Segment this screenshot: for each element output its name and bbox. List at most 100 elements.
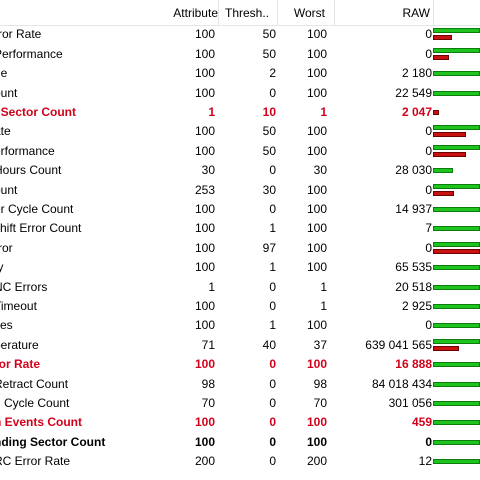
attribute-name: Performance <box>0 46 63 61</box>
table-row[interactable]: erformance 100 50 100 0 <box>0 142 480 161</box>
table-row[interactable]: ror Rate 100 0 100 16 888 <box>0 355 480 374</box>
column-header-raw[interactable]: RAW <box>402 6 430 20</box>
column-divider[interactable] <box>277 0 278 25</box>
table-row[interactable]: ty 100 1 100 65 535 <box>0 258 480 277</box>
worst-value: 37 <box>313 337 327 352</box>
health-bars <box>433 433 480 452</box>
attribute-value: 100 <box>194 143 215 158</box>
health-bar-green <box>433 71 480 77</box>
table-row[interactable]: Timeout 100 0 1 2 925 <box>0 297 480 316</box>
health-bar-green <box>433 168 453 174</box>
worst-value: 70 <box>313 395 327 410</box>
attribute-name: er Cycle Count <box>0 201 74 216</box>
table-row[interactable]: Hours Count 30 0 30 28 030 <box>0 161 480 180</box>
threshold-value: 1 <box>269 260 276 275</box>
attribute-name: ites <box>0 318 13 333</box>
table-row[interactable]: er Cycle Count 100 0 100 14 937 <box>0 200 480 219</box>
table-row[interactable]: perature 71 40 37 639 041 565 <box>0 336 480 355</box>
health-bar-green <box>433 144 480 150</box>
table-row[interactable]: shift Error Count 100 1 100 7 <box>0 219 480 238</box>
worst-value: 100 <box>306 143 327 158</box>
health-bars <box>433 336 480 355</box>
health-bar-green <box>433 323 480 329</box>
health-bar-green <box>433 226 480 232</box>
raw-value: 639 041 565 <box>365 337 432 352</box>
column-divider[interactable] <box>433 0 434 25</box>
health-bars <box>433 219 480 238</box>
health-bars <box>433 258 480 277</box>
table-row[interactable]: NC Errors 1 0 1 20 518 <box>0 278 480 297</box>
table-row[interactable]: ne 100 2 100 2 180 <box>0 64 480 83</box>
worst-value: 100 <box>306 357 327 372</box>
health-bars <box>433 452 480 471</box>
threshold-value: 50 <box>262 27 276 42</box>
table-row[interactable]: l Sector Count 1 10 1 2 047 <box>0 103 480 122</box>
table-row[interactable]: ites 100 1 100 0 <box>0 316 480 335</box>
attribute-name: Hours Count <box>0 163 62 178</box>
threshold-value: 0 <box>269 434 276 449</box>
health-bar-red <box>433 132 466 138</box>
threshold-value: 0 <box>269 85 276 100</box>
worst-value: 100 <box>306 434 327 449</box>
raw-value: 0 <box>425 27 432 42</box>
column-header-attribute[interactable]: Attribute <box>173 6 218 20</box>
health-bars <box>433 375 480 394</box>
health-bar-green <box>433 459 480 465</box>
health-bar-green <box>433 381 480 387</box>
table-row[interactable]: rror Rate 100 50 100 0 <box>0 25 480 44</box>
attribute-value: 100 <box>194 357 215 372</box>
column-divider[interactable] <box>218 0 219 25</box>
table-row[interactable]: Retract Count 98 0 98 84 018 434 <box>0 375 480 394</box>
attribute-name: ount <box>0 182 18 197</box>
attribute-name: shift Error Count <box>0 221 82 236</box>
table-row[interactable]: Performance 100 50 100 0 <box>0 45 480 64</box>
attribute-name: ount <box>0 85 18 100</box>
worst-value: 200 <box>306 454 327 469</box>
health-bar-green <box>433 303 480 309</box>
raw-value: 0 <box>425 46 432 61</box>
attribute-value: 100 <box>194 201 215 216</box>
table-row[interactable]: d Cycle Count 70 0 70 301 056 <box>0 394 480 413</box>
worst-value: 30 <box>313 163 327 178</box>
table-row[interactable]: ate 100 50 100 0 <box>0 122 480 141</box>
table-row[interactable]: nding Sector Count 100 0 100 0 <box>0 433 480 452</box>
health-bar-green <box>433 265 480 271</box>
raw-value: 28 030 <box>395 163 432 178</box>
threshold-value: 40 <box>262 337 276 352</box>
worst-value: 100 <box>306 27 327 42</box>
table-row[interactable]: n Events Count 100 0 100 459 <box>0 413 480 432</box>
health-bar-green <box>433 183 480 189</box>
health-bars <box>433 25 480 44</box>
threshold-value: 0 <box>269 454 276 469</box>
worst-value: 100 <box>306 201 327 216</box>
threshold-value: 0 <box>269 376 276 391</box>
threshold-value: 0 <box>269 395 276 410</box>
health-bar-green <box>433 400 480 406</box>
table-row[interactable]: ount 253 30 100 0 <box>0 181 480 200</box>
health-bar-green <box>433 420 480 426</box>
raw-value: 12 <box>418 454 432 469</box>
table-row[interactable]: rror 100 97 100 0 <box>0 239 480 258</box>
health-bars <box>433 103 480 122</box>
threshold-value: 2 <box>269 66 276 81</box>
column-header-threshold[interactable]: Thresh... <box>225 6 269 20</box>
attribute-value: 70 <box>201 395 215 410</box>
attribute-value: 200 <box>194 454 215 469</box>
attribute-value: 71 <box>201 337 215 352</box>
table-row[interactable]: ount 100 0 100 22 549 <box>0 84 480 103</box>
health-bars <box>433 64 480 83</box>
column-header-worst[interactable]: Worst <box>293 6 325 20</box>
threshold-value: 0 <box>269 201 276 216</box>
health-bar-red <box>433 109 439 115</box>
worst-value: 100 <box>306 124 327 139</box>
table-row[interactable]: RC Error Rate 200 0 200 12 <box>0 452 480 471</box>
threshold-value: 0 <box>269 298 276 313</box>
column-divider[interactable] <box>334 0 335 25</box>
health-bars <box>433 122 480 141</box>
attribute-name: RC Error Rate <box>0 454 71 469</box>
threshold-value: 50 <box>262 124 276 139</box>
worst-value: 100 <box>306 182 327 197</box>
health-bar-red <box>433 54 449 60</box>
threshold-value: 97 <box>262 240 276 255</box>
threshold-value: 0 <box>269 279 276 294</box>
